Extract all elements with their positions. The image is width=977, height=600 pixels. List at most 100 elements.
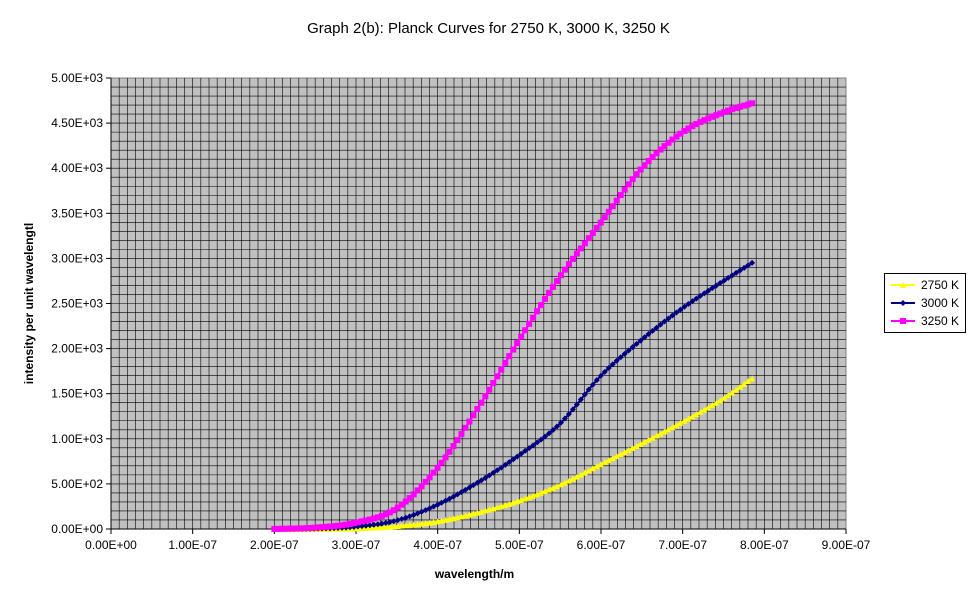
data-point <box>713 399 720 406</box>
data-point <box>697 408 704 415</box>
data-point <box>478 399 485 406</box>
data-point <box>370 521 377 528</box>
legend-swatch-3000k <box>891 300 915 306</box>
data-point <box>637 440 644 447</box>
data-point <box>601 214 608 221</box>
data-point <box>725 274 732 281</box>
legend-marker <box>900 318 906 324</box>
legend-entry-3250k: 3250 K <box>889 312 961 330</box>
data-point <box>522 327 529 334</box>
data-point <box>546 289 553 296</box>
data-point <box>645 436 652 443</box>
legend: 2750 K 3000 K 3250 K <box>884 273 966 333</box>
y-tick-labels: 0.00E+00 5.00E+02 1.00E+03 1.50E+03 2.00E+03… <box>51 71 103 536</box>
data-point <box>374 524 381 531</box>
data-point <box>681 303 688 310</box>
data-point <box>557 272 564 279</box>
data-point <box>370 515 377 522</box>
y-tick-label: 4.00E+03 <box>51 161 103 175</box>
data-point <box>502 359 509 366</box>
data-point <box>749 100 756 107</box>
data-point <box>597 461 604 468</box>
data-point <box>530 314 537 321</box>
x-tick-label: 5.00E-07 <box>495 538 544 552</box>
data-point <box>741 102 748 109</box>
y-tick-label: 2.00E+03 <box>51 342 103 356</box>
data-point <box>438 459 445 466</box>
data-point <box>689 123 696 130</box>
data-point <box>538 489 545 496</box>
data-point <box>554 483 561 490</box>
data-point <box>366 522 373 529</box>
data-point <box>589 381 596 388</box>
data-point <box>506 353 513 360</box>
data-point <box>307 524 314 531</box>
data-point <box>737 383 744 390</box>
data-point <box>689 413 696 420</box>
x-tick-label: 7.00E-07 <box>658 538 707 552</box>
data-point <box>434 464 441 471</box>
data-point <box>589 229 596 236</box>
data-point <box>538 302 545 309</box>
data-point <box>669 424 676 431</box>
data-point <box>514 340 521 347</box>
data-point <box>518 333 525 340</box>
data-point <box>510 346 517 353</box>
data-point <box>557 481 564 488</box>
data-point <box>342 521 349 528</box>
data-point <box>299 525 306 532</box>
data-point <box>701 406 708 413</box>
data-point <box>581 240 588 247</box>
data-point <box>585 467 592 474</box>
data-point <box>729 272 736 279</box>
data-point <box>474 405 481 412</box>
legend-label-3250k: 3250 K <box>921 314 960 328</box>
x-tick-label: 8.00E-07 <box>740 538 789 552</box>
data-point <box>665 139 672 146</box>
legend-label-2750k: 2750 K <box>921 278 960 292</box>
data-point <box>629 445 636 452</box>
data-point <box>585 386 592 393</box>
data-point <box>406 495 413 502</box>
data-point <box>534 308 541 315</box>
data-point <box>629 176 636 183</box>
legend-marker <box>900 282 906 288</box>
data-point <box>414 487 421 494</box>
data-point <box>486 386 493 393</box>
data-point <box>422 478 429 485</box>
data-point <box>358 518 365 525</box>
x-tick-label: 0.00E+00 <box>85 538 137 552</box>
data-point <box>737 103 744 110</box>
data-point <box>661 143 668 150</box>
data-point <box>713 112 720 119</box>
data-point <box>542 295 549 302</box>
data-point <box>386 523 393 530</box>
data-point <box>673 309 680 316</box>
data-point <box>689 298 696 305</box>
y-axis-title: intensity per unit wavelengtl <box>22 223 36 384</box>
data-point <box>406 521 413 528</box>
data-point <box>577 471 584 478</box>
data-point <box>327 523 334 530</box>
data-point <box>569 255 576 262</box>
data-point <box>729 106 736 113</box>
data-point <box>271 525 278 532</box>
data-point <box>410 491 417 498</box>
data-point <box>633 171 640 178</box>
data-point <box>749 259 756 266</box>
data-point <box>486 472 493 479</box>
series <box>271 100 756 533</box>
data-point <box>609 361 616 368</box>
data-point <box>721 277 728 284</box>
data-point <box>705 287 712 294</box>
data-point <box>685 415 692 422</box>
data-point <box>514 453 521 460</box>
data-point <box>745 262 752 269</box>
legend-label-3000k: 3000 K <box>921 296 960 310</box>
data-point <box>319 524 326 531</box>
data-point <box>653 432 660 439</box>
data-point <box>585 235 592 242</box>
data-point <box>502 461 509 468</box>
data-point <box>693 411 700 418</box>
data-point <box>661 428 668 435</box>
